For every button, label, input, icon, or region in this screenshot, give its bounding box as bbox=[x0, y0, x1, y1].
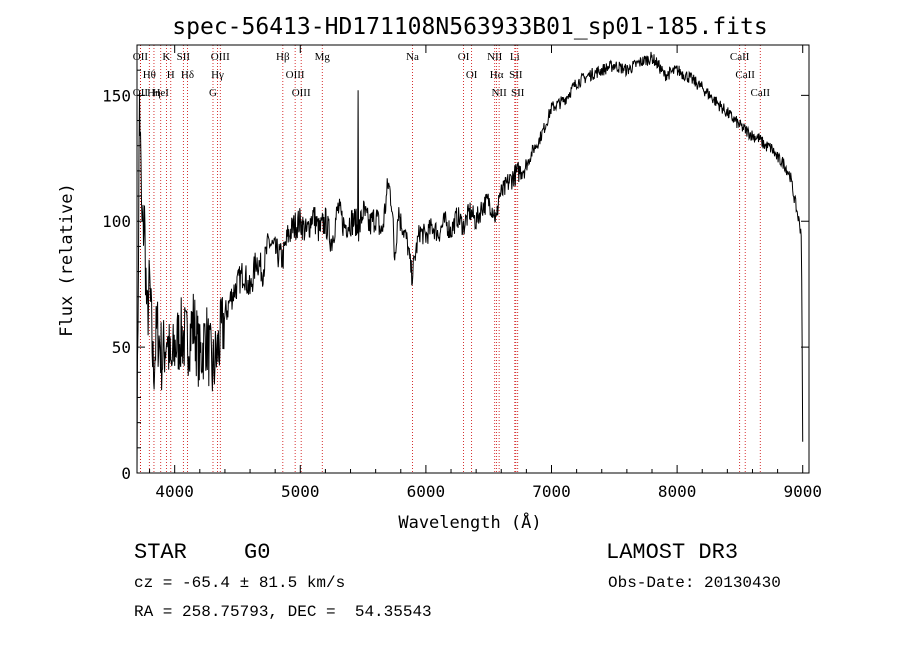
spectral-line-label: Hα bbox=[490, 69, 504, 81]
spectral-line-label: OI bbox=[458, 51, 470, 63]
plot-frame bbox=[136, 44, 810, 474]
x-tick-label: 5000 bbox=[281, 482, 320, 501]
spectral-line-label: HeI bbox=[152, 87, 169, 99]
spectral-line-label: CaII bbox=[750, 87, 770, 99]
y-axis-label: Flux (relative) bbox=[57, 183, 77, 337]
spectral-line-label: OIII bbox=[211, 51, 230, 63]
spectral-line-label: OIII bbox=[292, 87, 311, 99]
sky-coordinates: RA = 258.75793, DEC = 54.35543 bbox=[134, 603, 432, 621]
spectral-line-label: G bbox=[209, 87, 217, 99]
x-tick-label: 6000 bbox=[407, 482, 446, 501]
x-axis-label: Wavelength (Å) bbox=[398, 511, 541, 533]
spectral-line-label: Na bbox=[406, 51, 419, 63]
spectral-line-label: OIII bbox=[286, 69, 305, 81]
spectral-line-label: Mg bbox=[315, 51, 331, 63]
spectral-line-label: CaII bbox=[735, 69, 755, 81]
y-axis-ticks: 0 50 100 150 bbox=[102, 69, 809, 483]
observation-date: Obs-Date: 20130430 bbox=[608, 574, 781, 592]
y-tick-label: 0 bbox=[121, 464, 131, 483]
redshift-value: cz = -65.4 ± 81.5 km/s bbox=[134, 574, 346, 592]
spectral-line-label: Hβ bbox=[276, 51, 290, 63]
spectral-line-label: OII bbox=[133, 87, 149, 99]
spectral-line-label: Hδ bbox=[181, 69, 194, 81]
spectral-line-label: Li bbox=[510, 51, 520, 63]
spectrum-line bbox=[136, 51, 804, 474]
x-tick-label: 7000 bbox=[532, 482, 571, 501]
spectral-line-label: NII bbox=[491, 87, 507, 99]
spectral-line-label: SII bbox=[177, 51, 191, 63]
spectral-line-label: H bbox=[167, 69, 175, 81]
x-tick-label: 8000 bbox=[658, 482, 697, 501]
y-tick-label: 150 bbox=[102, 86, 131, 105]
spectral-subclass: G0 bbox=[244, 540, 271, 565]
chart-title: spec-56413-HD171108N563933B01_sp01-185.f… bbox=[172, 14, 767, 40]
x-tick-label: 9000 bbox=[783, 482, 822, 501]
y-tick-label: 50 bbox=[112, 338, 131, 357]
survey-name: LAMOST DR3 bbox=[606, 540, 739, 565]
spectral-line-label: OII bbox=[133, 51, 149, 63]
y-tick-label: 100 bbox=[102, 212, 131, 231]
spectral-line-label: K bbox=[162, 51, 170, 63]
spectral-line-label: OI bbox=[466, 69, 478, 81]
spectral-line-label: SII bbox=[509, 69, 523, 81]
spectral-line-label: Hθ bbox=[143, 69, 156, 81]
object-class: STAR bbox=[134, 540, 187, 565]
x-tick-label: 4000 bbox=[155, 482, 194, 501]
spectral-line-markers bbox=[139, 45, 761, 473]
spectral-line-label: Hη bbox=[147, 87, 161, 99]
spectral-line-label: SII bbox=[511, 87, 525, 99]
spectral-line-label: CaII bbox=[730, 51, 750, 63]
spectral-line-label: Hγ bbox=[211, 69, 224, 81]
x-axis-ticks: 4000 5000 6000 7000 8000 9000 bbox=[149, 45, 822, 501]
spectral-line-label: NII bbox=[487, 51, 503, 63]
